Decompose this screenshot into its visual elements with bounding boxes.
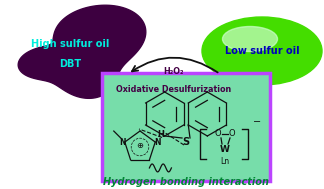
Ellipse shape <box>202 17 322 85</box>
Text: Oxidative Desulfurization: Oxidative Desulfurization <box>116 84 232 94</box>
Text: Ln: Ln <box>220 157 230 167</box>
Text: Low sulfur oil: Low sulfur oil <box>225 46 299 56</box>
Text: High sulfur oil: High sulfur oil <box>31 39 109 49</box>
Text: DBT: DBT <box>59 59 81 69</box>
FancyArrowPatch shape <box>132 58 218 72</box>
Text: H: H <box>157 130 165 139</box>
Text: W: W <box>220 145 230 153</box>
Text: Hydrogen bonding interaction: Hydrogen bonding interaction <box>103 177 269 187</box>
Text: N: N <box>154 138 160 146</box>
Text: ⊕: ⊕ <box>136 140 144 149</box>
Text: O: O <box>215 129 221 139</box>
Text: H₂O₂: H₂O₂ <box>164 67 184 77</box>
FancyBboxPatch shape <box>102 73 270 181</box>
Text: N: N <box>120 138 126 146</box>
Text: −: − <box>253 117 261 127</box>
Text: S: S <box>182 137 190 147</box>
Text: O: O <box>229 129 235 139</box>
Polygon shape <box>18 5 146 98</box>
Ellipse shape <box>223 26 277 51</box>
